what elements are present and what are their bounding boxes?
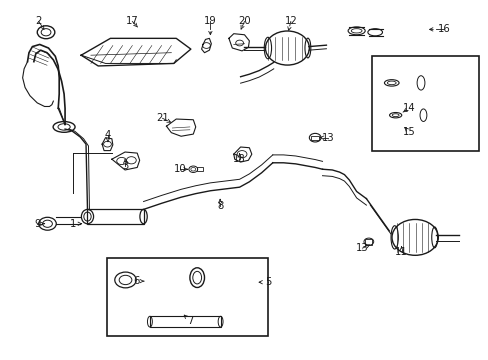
Text: 1: 1 xyxy=(69,219,76,229)
Text: 4: 4 xyxy=(104,130,111,140)
Text: 7: 7 xyxy=(186,316,193,325)
Text: 13: 13 xyxy=(322,133,334,143)
Text: 15: 15 xyxy=(402,127,415,137)
Text: 20: 20 xyxy=(238,17,250,27)
Text: 19: 19 xyxy=(203,17,216,27)
Bar xyxy=(150,316,220,327)
Text: 21: 21 xyxy=(156,113,169,123)
Bar xyxy=(365,239,371,244)
Text: 17: 17 xyxy=(126,17,139,27)
Bar xyxy=(371,56,478,151)
Text: 10: 10 xyxy=(173,164,186,174)
Text: 3: 3 xyxy=(122,161,128,171)
Bar xyxy=(311,135,319,140)
Text: 13: 13 xyxy=(355,243,368,253)
Bar xyxy=(87,210,143,224)
Text: 16: 16 xyxy=(437,24,450,35)
Text: 9: 9 xyxy=(34,219,41,229)
Text: 11: 11 xyxy=(394,247,407,257)
Text: 14: 14 xyxy=(402,103,415,113)
Text: 6: 6 xyxy=(133,276,139,286)
Text: 5: 5 xyxy=(264,277,270,287)
Text: 18: 18 xyxy=(233,154,245,164)
Bar xyxy=(107,258,267,336)
Text: 2: 2 xyxy=(36,17,42,27)
Text: 8: 8 xyxy=(217,201,223,211)
Bar xyxy=(196,167,202,171)
Text: 12: 12 xyxy=(284,17,297,27)
